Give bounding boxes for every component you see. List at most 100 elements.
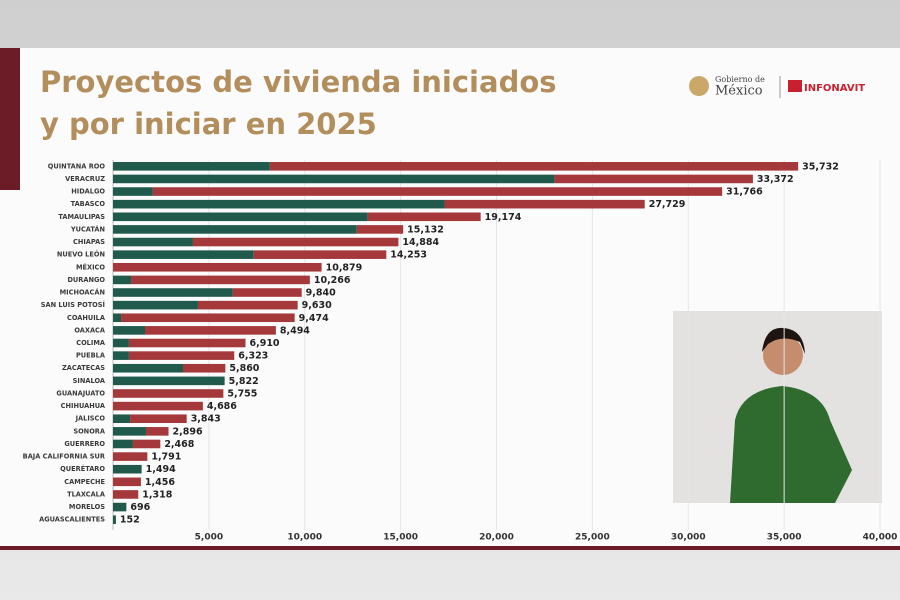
bar-segment xyxy=(182,363,226,373)
x-tick-label: 15,000 xyxy=(383,533,418,543)
y-tick-label: GUANAJUATO xyxy=(56,389,105,397)
y-tick-label: SONORA xyxy=(73,427,106,435)
y-tick-label: JALISCO xyxy=(75,415,106,423)
y-tick-label: CHIAPAS xyxy=(73,238,105,246)
total-label: 9,840 xyxy=(306,288,336,299)
interpreter-head xyxy=(763,335,803,375)
total-label: 3,843 xyxy=(191,414,221,425)
y-tick-label: COAHUILA xyxy=(67,314,106,322)
bar-segment xyxy=(367,212,481,222)
total-label: 10,879 xyxy=(326,262,363,273)
total-label: 31,766 xyxy=(726,187,763,198)
y-tick-label: YUCATÁN xyxy=(70,224,105,233)
x-tick-label: 10,000 xyxy=(287,533,322,543)
y-tick-label: AGUASCALIENTES xyxy=(39,516,105,524)
bar-segment xyxy=(113,389,224,398)
x-tick-label: 5,000 xyxy=(195,533,223,543)
bar-segment xyxy=(113,187,153,196)
bar-segment xyxy=(113,162,270,171)
y-tick-label: HIDALGO xyxy=(71,188,105,196)
total-label: 19,174 xyxy=(485,212,522,223)
total-label: 5,822 xyxy=(229,376,259,387)
x-tick-label: 35,000 xyxy=(767,533,802,543)
total-label: 10,266 xyxy=(314,275,351,286)
x-tick-label: 40,000 xyxy=(863,533,898,543)
bar-segment xyxy=(113,477,141,487)
bar-segment xyxy=(130,414,187,424)
bar-segment xyxy=(113,225,357,234)
logo-text: México xyxy=(715,84,763,99)
total-label: 1,494 xyxy=(146,464,176,475)
bar-segment xyxy=(152,187,723,196)
y-tick-label: CHIHUAHUA xyxy=(61,402,106,410)
bar-segment xyxy=(113,275,132,285)
bar-segment xyxy=(113,199,445,209)
total-label: 9,474 xyxy=(299,313,329,324)
bar-segment xyxy=(113,237,193,247)
total-label: 15,132 xyxy=(407,224,444,235)
total-label: 33,372 xyxy=(757,174,794,185)
total-label: 14,253 xyxy=(390,250,427,261)
total-label: 8,494 xyxy=(280,325,310,336)
bar-segment xyxy=(145,427,169,436)
logo-text: INFONAVIT xyxy=(804,83,865,94)
total-label: 152 xyxy=(120,515,140,526)
total-label: 14,884 xyxy=(402,237,439,248)
bar-segment xyxy=(113,515,116,524)
y-tick-label: TAMAULIPAS xyxy=(58,213,105,221)
bar-segment xyxy=(113,338,129,348)
interpreter-hair xyxy=(762,327,805,354)
bar-segment xyxy=(113,313,122,323)
bar-segment xyxy=(554,174,753,184)
bar-segment xyxy=(121,313,295,323)
bar-segment xyxy=(113,376,225,386)
bottom-rule xyxy=(0,546,900,550)
y-tick-label: MORELOS xyxy=(69,503,105,511)
bar-segment xyxy=(113,288,233,297)
y-tick-label: GUERRERO xyxy=(64,440,105,448)
y-tick-label: OAXACA xyxy=(74,326,106,334)
y-tick-label: MÉXICO xyxy=(76,262,105,271)
bar-segment xyxy=(269,162,799,171)
bar-segment xyxy=(113,174,555,184)
x-tick-label: 20,000 xyxy=(479,533,514,543)
bar-segment xyxy=(113,351,129,360)
interpreter-body xyxy=(730,386,852,503)
total-label: 4,686 xyxy=(207,401,237,412)
y-tick-label: QUINTANA ROO xyxy=(48,162,106,170)
total-label: 5,860 xyxy=(229,363,259,374)
total-label: 2,896 xyxy=(173,426,203,437)
title-line: y por iniciar en 2025 xyxy=(40,107,377,141)
y-tick-label: TABASCO xyxy=(71,200,106,208)
bar-segment xyxy=(113,401,203,411)
bar-segment xyxy=(113,464,142,474)
total-label: 27,729 xyxy=(649,199,686,210)
bar-segment xyxy=(128,351,235,360)
y-tick-label: QUERÉTARO xyxy=(60,464,105,473)
total-label: 6,323 xyxy=(238,351,268,362)
y-tick-label: ZACATECAS xyxy=(62,364,105,372)
bar-segment xyxy=(145,326,276,335)
bar-segment xyxy=(113,490,139,499)
total-label: 1,791 xyxy=(151,452,181,463)
y-tick-label: SINALOA xyxy=(73,377,106,385)
logo-text: Gobierno de xyxy=(715,75,765,84)
bar-segment xyxy=(113,439,133,449)
bar-segment xyxy=(131,275,310,285)
title-line: Proyectos de vivienda iniciados xyxy=(40,65,557,99)
logo-emblem xyxy=(689,76,709,96)
total-label: 1,456 xyxy=(145,477,175,488)
total-label: 2,468 xyxy=(164,439,194,450)
accent-bar xyxy=(0,48,20,190)
bar-segment xyxy=(192,237,399,247)
bar-segment xyxy=(113,326,146,335)
bar-segment xyxy=(232,288,302,297)
bar-segment xyxy=(113,250,254,259)
bar-segment xyxy=(113,414,131,424)
bar-segment xyxy=(132,439,161,449)
y-tick-label: DURANGO xyxy=(67,276,105,284)
bar-segment xyxy=(113,363,183,373)
y-tick-label: CAMPECHE xyxy=(64,478,105,486)
bar-segment xyxy=(356,225,404,234)
total-label: 1,318 xyxy=(142,489,172,500)
